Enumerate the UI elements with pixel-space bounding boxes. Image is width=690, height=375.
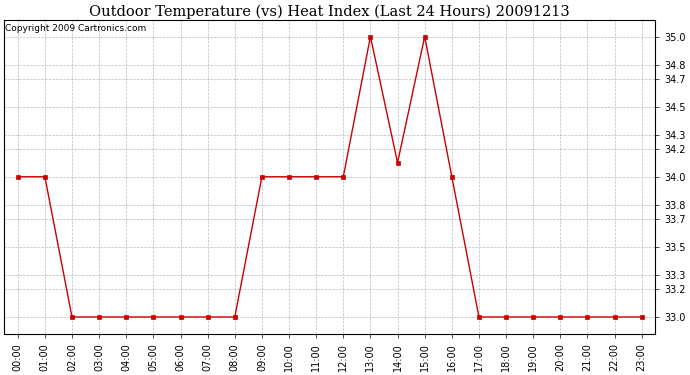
Title: Outdoor Temperature (vs) Heat Index (Last 24 Hours) 20091213: Outdoor Temperature (vs) Heat Index (Las… bbox=[90, 4, 570, 18]
Text: Copyright 2009 Cartronics.com: Copyright 2009 Cartronics.com bbox=[6, 24, 147, 33]
